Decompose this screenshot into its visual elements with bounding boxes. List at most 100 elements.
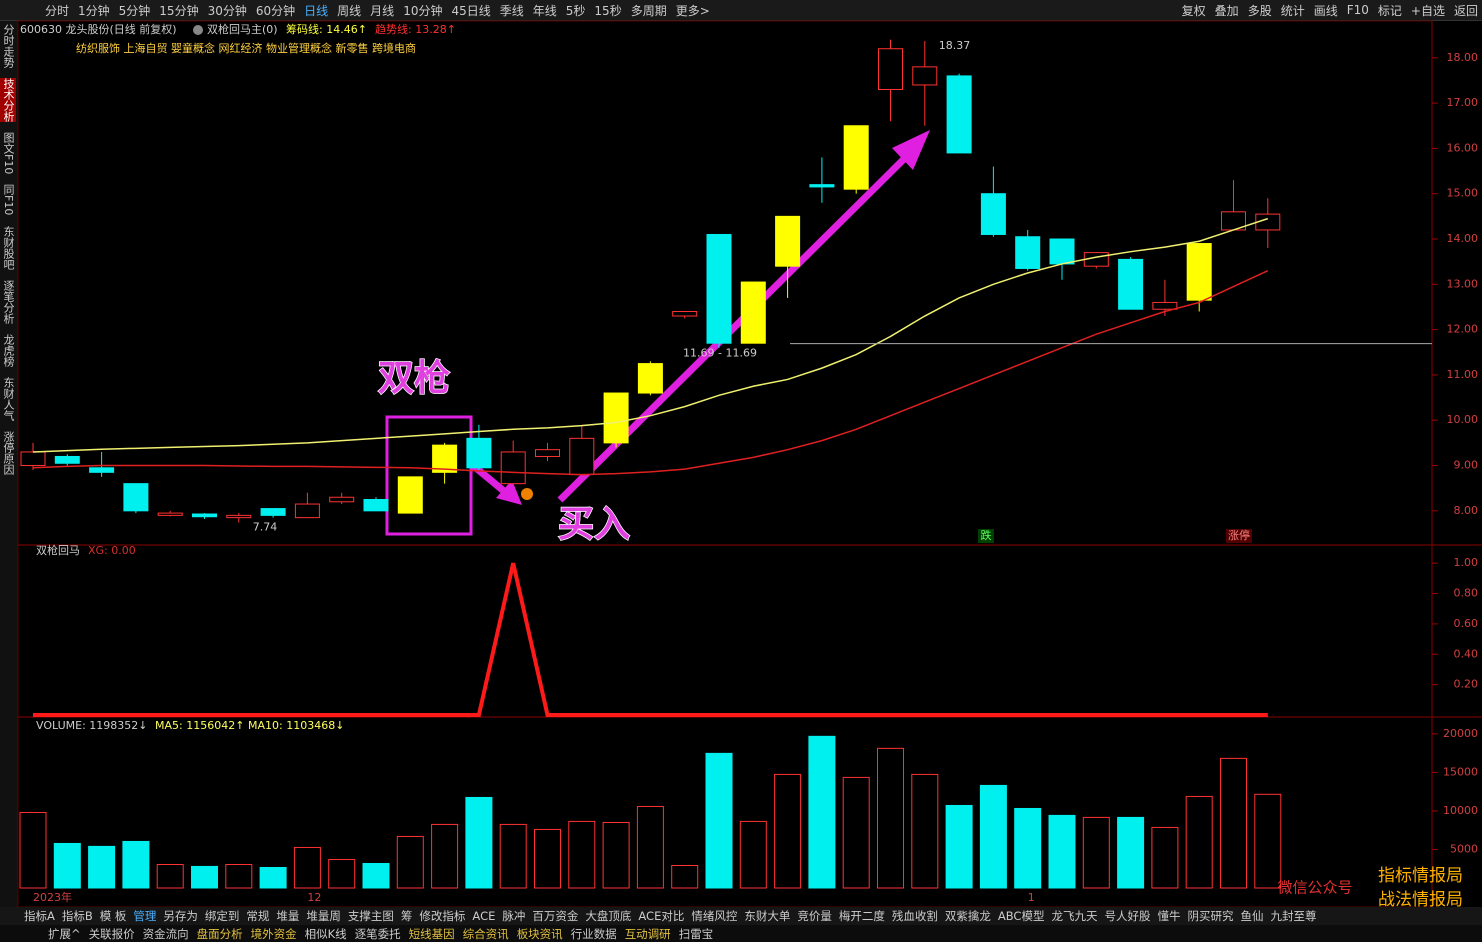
indicator-tab[interactable]: 堆量周 — [306, 909, 341, 923]
indicator-tab[interactable]: 九封至尊 — [1270, 909, 1317, 923]
indicator-tab[interactable]: 模 板 — [99, 909, 127, 923]
tag: 跌 — [981, 528, 992, 542]
volume-bar — [1048, 814, 1076, 889]
info-tab[interactable]: 关联报价 — [88, 926, 135, 941]
period-tab[interactable]: 60分钟 — [255, 3, 296, 18]
period-tab[interactable]: 多周期 — [630, 3, 667, 18]
side-tab[interactable]: 同F10 — [2, 184, 15, 216]
period-tab[interactable]: 45日线 — [451, 3, 491, 18]
indicator-tab[interactable]: 绑定到 — [204, 909, 240, 923]
side-tab[interactable]: 东财人气 — [2, 376, 15, 421]
indicator-tab[interactable]: 情绪风控 — [691, 909, 738, 923]
period-tab[interactable]: 30分钟 — [207, 3, 247, 18]
period-tab[interactable]: 月线 — [370, 3, 395, 18]
info-tab[interactable]: 行业数据 — [570, 926, 617, 941]
side-tab[interactable]: 东财股吧 — [2, 225, 15, 270]
candle-body — [1186, 243, 1212, 301]
indicator-tab[interactable]: 百万资金 — [532, 909, 579, 923]
indicator-tab[interactable]: 堆量 — [276, 909, 300, 923]
tool-button[interactable]: 返回 — [1453, 3, 1478, 18]
info-tab[interactable]: 相似K线 — [304, 926, 347, 941]
tool-button[interactable]: 画线 — [1313, 3, 1338, 18]
tool-button[interactable]: 标记 — [1377, 3, 1402, 18]
indicator-tab[interactable]: 修改指标 — [419, 909, 466, 923]
side-tab[interactable]: 逐笔分析 — [2, 279, 15, 324]
info-tab[interactable]: 境外资金 — [250, 926, 297, 941]
candle-body — [1049, 238, 1075, 265]
buy-signal — [521, 488, 533, 500]
side-tab[interactable]: 图文F10 — [2, 132, 15, 175]
indicator-tab[interactable]: 另存为 — [163, 909, 198, 923]
brand: 指标情报局 — [1378, 866, 1463, 886]
period-tab[interactable]: 10分钟 — [403, 3, 443, 18]
candle-body — [672, 310, 698, 317]
tool-button[interactable]: F10 — [1346, 3, 1369, 17]
indicator-tab[interactable]: 东财大单 — [744, 909, 791, 923]
info-tab[interactable]: 板块资讯 — [516, 926, 563, 941]
indicator-tab[interactable]: 大盘顶底 — [585, 909, 632, 923]
volume-bar — [88, 845, 116, 889]
indicator-tab[interactable]: 双紫擒龙 — [944, 909, 991, 923]
info-tab[interactable]: 综合资讯 — [462, 926, 509, 941]
period-tab[interactable]: 周线 — [337, 3, 362, 18]
volume-bar — [1117, 816, 1145, 889]
info-tab[interactable]: 扫雷宝 — [678, 926, 714, 941]
indicator-tab[interactable]: 鱼仙 — [1240, 909, 1264, 923]
indicator-tab[interactable]: 竞价量 — [797, 909, 832, 923]
info-tab[interactable]: 盘面分析 — [196, 926, 243, 941]
indicator-tab[interactable]: 阴买研究 — [1187, 909, 1234, 923]
volume-bar — [945, 804, 973, 889]
arrowhead — [892, 130, 930, 170]
side-tab[interactable]: 涨停原因 — [2, 430, 15, 475]
side-tab[interactable]: 分时走势 — [2, 24, 15, 68]
candle-body — [363, 499, 389, 512]
indicator-tab[interactable]: 筹 — [400, 909, 413, 923]
indicator-tab[interactable]: 号人好股 — [1104, 909, 1151, 923]
arrowhead — [496, 480, 522, 505]
period-tab[interactable]: 季线 — [499, 3, 524, 18]
side-tab[interactable]: 龙虎榜 — [2, 333, 15, 367]
indicator-tab[interactable]: 支撑主图 — [347, 909, 394, 923]
info-tab[interactable]: 资金流向 — [142, 926, 189, 941]
indicator-tab[interactable]: 指标B — [61, 909, 93, 923]
indicator-tab[interactable]: ACE — [472, 909, 496, 923]
y-tick-label: 10000 — [1443, 804, 1478, 817]
tool-button[interactable]: 叠加 — [1214, 3, 1239, 18]
tool-button[interactable]: +自选 — [1410, 3, 1445, 18]
indicator-tab[interactable]: 常规 — [246, 909, 270, 923]
tool-button[interactable]: 统计 — [1280, 3, 1305, 18]
period-tab[interactable]: 1分钟 — [78, 3, 110, 18]
info-tab[interactable]: 扩展^ — [48, 926, 81, 941]
info-tab[interactable]: 短线基因 — [408, 926, 455, 941]
candle-body — [706, 233, 732, 344]
moving-average — [32, 270, 1269, 476]
indicator-tab[interactable]: ACE对比 — [638, 909, 685, 923]
indicator-tab[interactable]: 懂牛 — [1157, 909, 1181, 923]
volume-bar — [1151, 826, 1179, 889]
volume-bar — [877, 747, 904, 889]
side-tab[interactable]: 技术分析 — [0, 78, 16, 122]
period-tab[interactable]: 5秒 — [565, 3, 586, 18]
info-tab[interactable]: 逐笔委托 — [354, 926, 401, 941]
volume-bar — [671, 864, 699, 889]
stock-name: 600630 龙头股份(日线 前复权) — [20, 22, 177, 36]
indicator-tab[interactable]: ABC模型 — [997, 909, 1045, 923]
period-tab[interactable]: 15秒 — [594, 3, 622, 18]
indicator-tab[interactable]: 龙飞九天 — [1051, 909, 1098, 923]
indicator-tab[interactable]: 脉冲 — [502, 909, 526, 923]
period-tab[interactable]: 分时 — [45, 3, 70, 18]
indicator-tab[interactable]: 残血收割 — [891, 909, 938, 923]
indicator-tab[interactable]: 管理 — [133, 909, 157, 923]
tool-button[interactable]: 多股 — [1247, 3, 1272, 18]
period-tab[interactable]: 15分钟 — [159, 3, 199, 18]
period-tab[interactable]: 日线 — [304, 3, 329, 18]
info-tab[interactable]: 互动调研 — [624, 926, 671, 941]
period-tab[interactable]: 年线 — [532, 3, 557, 18]
period-tab[interactable]: 更多> — [675, 3, 710, 18]
tool-button[interactable]: 复权 — [1181, 3, 1206, 18]
volume-bar — [328, 858, 356, 889]
indicator-tab[interactable]: 梅开二度 — [838, 909, 885, 923]
indicator-tab[interactable]: 指标A — [24, 909, 55, 923]
period-tab[interactable]: 5分钟 — [118, 3, 151, 18]
candle-body — [1152, 301, 1178, 310]
